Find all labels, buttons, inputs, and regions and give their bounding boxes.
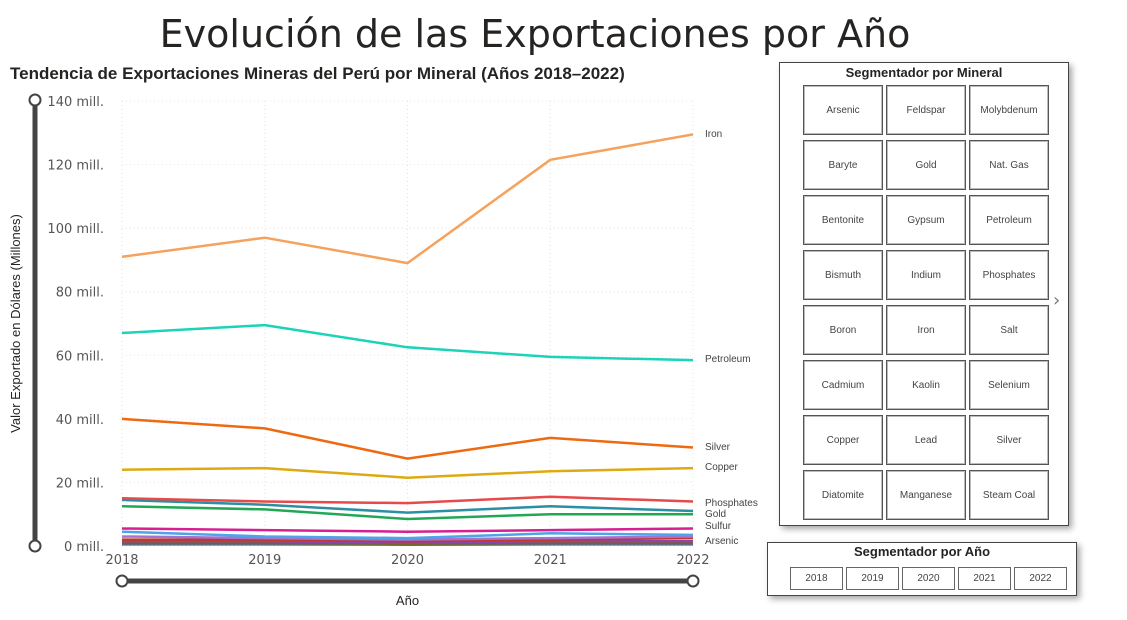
mineral-tile-copper[interactable]: Copper (803, 415, 883, 465)
series-line-series-11 (122, 539, 693, 545)
mineral-tile-lead[interactable]: Lead (886, 415, 966, 465)
year-slicer-title: Segmentador por Año (853, 544, 991, 559)
series-line-copper (121, 466, 694, 479)
mineral-tile-indium[interactable]: Indium (886, 250, 966, 300)
series-line-series-9 (121, 535, 694, 541)
year-slicer: Segmentador por Año 2018 2019 2020 2021 2022 (767, 542, 1077, 596)
x-range-slider-handle-left[interactable] (115, 574, 129, 588)
x-tick-label: 2018 (105, 553, 138, 568)
series-line-silver (121, 417, 694, 460)
series-label-iron: Iron (705, 129, 722, 140)
x-range-slider-handle-right[interactable] (686, 574, 700, 588)
mineral-tile-boron[interactable]: Boron (803, 305, 883, 355)
mineral-tile-salt[interactable]: Salt (969, 305, 1049, 355)
mineral-tile-kaolin[interactable]: Kaolin (886, 360, 966, 410)
mineral-tile-iron[interactable]: Iron (886, 305, 966, 355)
chevron-right-icon[interactable]: › (1053, 290, 1061, 311)
x-axis-title: Año (396, 593, 419, 608)
mineral-tile-feldspar[interactable]: Feldspar (886, 85, 966, 135)
mineral-tile-phosphates[interactable]: Phosphates (969, 250, 1049, 300)
mineral-tile-petroleum[interactable]: Petroleum (969, 195, 1049, 245)
y-axis-title: Valor Exportado en Dólares (Millones) (8, 214, 23, 433)
mineral-tile-cadmium[interactable]: Cadmium (803, 360, 883, 410)
series-line-iron (121, 133, 694, 265)
y-range-slider-handle-top[interactable] (28, 93, 42, 107)
y-tick-label: 120 mill. (47, 159, 104, 174)
y-tick-label: 20 mill. (56, 476, 104, 491)
series-line-gold (121, 498, 694, 514)
year-tile-2019[interactable]: 2019 (846, 567, 899, 590)
mineral-tile-gold[interactable]: Gold (886, 140, 966, 190)
line-chart: 0 mill. 20 mill. 40 mill. 60 mill. 80 mill. 1… (8, 93, 758, 608)
series-label-sulfur: Sulfur (705, 521, 732, 532)
mineral-tile-bismuth[interactable]: Bismuth (803, 250, 883, 300)
series-line-petroleum (121, 323, 694, 362)
series-label-silver: Silver (705, 442, 731, 453)
mineral-slicer-title: Segmentador por Mineral (845, 65, 1003, 80)
mineral-tile-steam-coal[interactable]: Steam Coal (969, 470, 1049, 520)
series-line-phosphates (121, 495, 694, 505)
mineral-slicer-grid: Arsenic Feldspar Molybdenum Baryte Gold Nat. … (803, 85, 1049, 520)
series-line-series-6 (121, 505, 693, 521)
x-tick-label: 2020 (391, 553, 424, 568)
series-line-sulfur (121, 527, 694, 533)
x-tick-label: 2019 (248, 553, 281, 568)
series-line-arsenic (122, 536, 694, 543)
year-tile-2018[interactable]: 2018 (790, 567, 843, 590)
mineral-tile-manganese[interactable]: Manganese (886, 470, 966, 520)
chart-title: Tendencia de Exportaciones Mineras del P… (10, 64, 625, 83)
mineral-tile-selenium[interactable]: Selenium (969, 360, 1049, 410)
year-slicer-row: 2018 2019 2020 2021 2022 (790, 567, 1067, 590)
mineral-tile-arsenic[interactable]: Arsenic (803, 85, 883, 135)
series-label-petroleum: Petroleum (705, 354, 751, 365)
series-label-gold: Gold (705, 509, 726, 520)
series-label-copper: Copper (705, 462, 738, 473)
mineral-tile-bentonite[interactable]: Bentonite (803, 195, 883, 245)
year-tile-2020[interactable]: 2020 (902, 567, 955, 590)
mineral-tile-molybdenum[interactable]: Molybdenum (969, 85, 1049, 135)
y-range-slider-handle-bottom[interactable] (28, 539, 42, 553)
series-label-phosphates: Phosphates (705, 498, 758, 509)
series-line-series-8 (121, 530, 694, 540)
x-tick-label: 2022 (676, 553, 709, 568)
year-tile-2022[interactable]: 2022 (1014, 567, 1067, 590)
y-tick-label: 40 mill. (56, 413, 104, 428)
y-tick-label: 60 mill. (56, 349, 104, 364)
mineral-tile-silver[interactable]: Silver (969, 415, 1049, 465)
y-tick-label: 100 mill. (47, 222, 104, 237)
mineral-tile-diatomite[interactable]: Diatomite (803, 470, 883, 520)
page-title: Evolución de las Exportaciones por Año (159, 12, 911, 56)
mineral-tile-gypsum[interactable]: Gypsum (886, 195, 966, 245)
y-tick-label: 140 mill. (47, 95, 104, 110)
mineral-tile-baryte[interactable]: Baryte (803, 140, 883, 190)
y-tick-label: 0 mill. (64, 540, 104, 555)
mineral-slicer: Segmentador por Mineral Arsenic Feldspar M… (779, 62, 1069, 526)
series-label-arsenic: Arsenic (705, 536, 738, 547)
y-tick-label: 80 mill. (56, 286, 104, 301)
x-tick-label: 2021 (534, 553, 567, 568)
mineral-tile-nat-gas[interactable]: Nat. Gas (969, 140, 1049, 190)
year-tile-2021[interactable]: 2021 (958, 567, 1011, 590)
